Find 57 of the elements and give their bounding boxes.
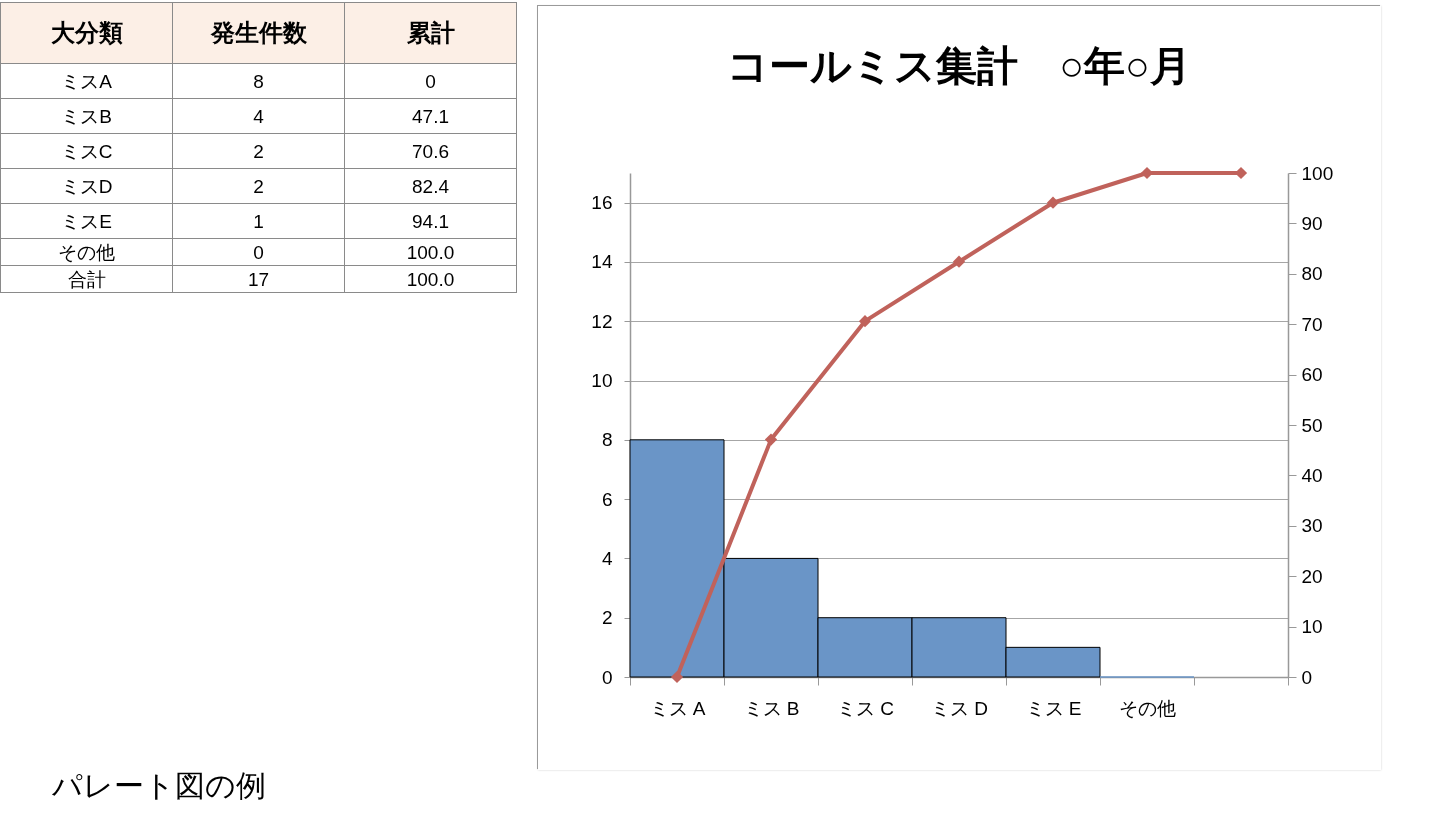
y-tick-label: 0 — [601, 666, 613, 688]
y-tick-label: 10 — [591, 370, 613, 392]
chart-title: コールミス集計 ○年○月 — [727, 43, 1191, 89]
x-tick-label: ミス A — [649, 697, 706, 719]
category-label: ミスE — [0, 203, 173, 239]
y-tick-label: 2 — [601, 607, 613, 629]
y-tick-label: 8 — [601, 429, 613, 451]
point — [1046, 196, 1060, 209]
y-tick-label: 4 — [601, 547, 613, 569]
category-label: その他 — [0, 238, 173, 266]
y2-tick-label: 80 — [1301, 263, 1323, 285]
y-tick-label: 16 — [591, 192, 613, 214]
x-tick-label: その他 — [1119, 697, 1176, 719]
category-label: ミスA — [0, 63, 173, 99]
data-label: 70.6 — [344, 133, 517, 169]
data-label: 0 — [344, 63, 517, 99]
x-tick-label: ミス B — [743, 697, 800, 719]
data-label: 2 — [172, 133, 345, 169]
category-label: ミスC — [0, 133, 173, 169]
point — [858, 315, 872, 328]
y-tick-label: 12 — [591, 310, 613, 332]
point — [670, 670, 684, 684]
point — [952, 255, 966, 268]
y2-tick-label: 90 — [1301, 212, 1323, 234]
text: 大分類 — [0, 2, 173, 64]
data-label: 0 — [172, 238, 345, 266]
data-label: 17 — [172, 265, 345, 293]
data-label: 82.4 — [344, 168, 517, 204]
point — [764, 433, 778, 446]
data-label: 8 — [172, 63, 345, 99]
y2-tick-label: 0 — [1301, 666, 1313, 688]
data-label: 1 — [172, 203, 345, 239]
data-label: 100.0 — [344, 265, 517, 293]
x-tick-label: ミス C — [837, 697, 894, 719]
data-label: 47.1 — [344, 98, 517, 134]
y2-tick-label: 10 — [1301, 616, 1323, 638]
category-label: ミスB — [0, 98, 173, 134]
x-tick-label: ミス E — [1025, 697, 1082, 719]
data-label: 2 — [172, 168, 345, 204]
data-label: 4 — [172, 98, 345, 134]
y2-tick-label: 60 — [1301, 364, 1323, 386]
y2-tick-label: 70 — [1301, 313, 1323, 335]
y-tick-label: 6 — [601, 488, 613, 510]
y2-tick-label: 30 — [1301, 515, 1323, 537]
x-tick-label: ミス D — [931, 697, 988, 719]
y-tick-label: 14 — [591, 251, 613, 273]
text: パレート図の例 — [52, 768, 266, 804]
data-label: 100.0 — [344, 238, 517, 266]
data-label: 94.1 — [344, 203, 517, 239]
y2-tick-label: 50 — [1301, 414, 1323, 436]
category-label: 合計 — [0, 265, 173, 293]
y2-tick-label: 100 — [1301, 162, 1334, 184]
y2-tick-label: 40 — [1301, 464, 1323, 486]
text: 発生件数 — [172, 2, 345, 64]
y2-tick-label: 20 — [1301, 565, 1323, 587]
text: 累計 — [344, 2, 517, 64]
category-label: ミスD — [0, 168, 173, 204]
